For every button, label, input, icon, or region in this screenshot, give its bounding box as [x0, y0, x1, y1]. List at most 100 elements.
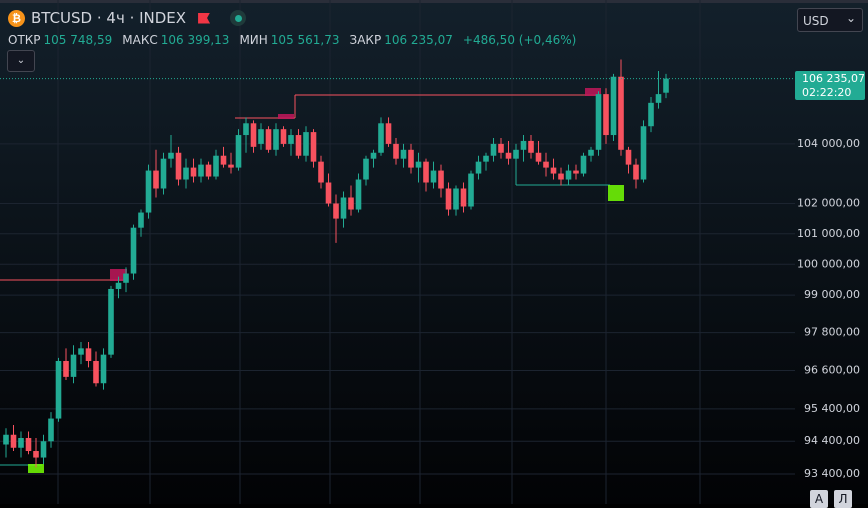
candle-body — [595, 94, 602, 150]
ohlc-label: ОТКР — [8, 33, 41, 47]
candle-body — [558, 173, 564, 180]
candle-body — [468, 173, 474, 207]
candle-body — [408, 149, 414, 168]
log-scale-button[interactable]: Л — [834, 490, 852, 508]
candle-body — [123, 273, 129, 283]
candle-body — [550, 167, 557, 174]
candle-body — [483, 155, 489, 162]
candle-body — [618, 76, 624, 150]
candle-body — [70, 354, 77, 377]
y-tick-label: 101 000,00 — [797, 227, 860, 240]
y-tick-label: 104 000,00 — [797, 137, 860, 150]
candle-body — [430, 170, 437, 183]
level-markers — [0, 88, 624, 473]
candle-body — [213, 155, 219, 177]
top-border — [0, 0, 868, 3]
candle-body — [25, 437, 32, 452]
candle-body — [355, 179, 362, 210]
candle-body — [505, 152, 512, 159]
ohlc-value: 106 235,07 — [384, 33, 453, 47]
candle-body — [543, 161, 549, 168]
candle-body — [655, 94, 662, 103]
ohlc-label: МИН — [239, 33, 268, 47]
candle-body — [258, 129, 264, 144]
ohlc-legend: ОТКР 105 748,59 МАКС 106 399,13 МИН 105 561,7… — [8, 33, 583, 47]
candles — [3, 59, 669, 468]
candle-body — [138, 212, 144, 228]
candle-body — [183, 167, 189, 180]
vertical-grid — [57, 0, 701, 504]
candle-body — [295, 135, 302, 156]
candle-body — [18, 437, 24, 448]
candle-body — [228, 164, 234, 168]
candle-body — [535, 152, 542, 162]
candle-body — [168, 152, 174, 159]
y-tick-label: 100 000,00 — [797, 257, 860, 270]
candle-body — [400, 149, 407, 159]
candle-body — [288, 135, 294, 144]
ohlc-value: 106 399,13 — [160, 33, 230, 47]
candle-body — [55, 360, 62, 419]
candle-body — [235, 135, 242, 168]
candle-body — [445, 188, 452, 210]
y-tick-label: 97 800,00 — [804, 326, 860, 339]
candle-body — [490, 143, 497, 156]
candle-body — [438, 170, 444, 189]
candle-body — [280, 129, 287, 144]
candle-body — [160, 158, 167, 189]
auto-scale-button[interactable]: A — [810, 490, 828, 508]
candle-body — [648, 102, 654, 127]
candle-body — [423, 161, 429, 183]
candle-body — [610, 76, 617, 136]
candle-body — [48, 418, 54, 442]
change: +486,50 (+0,46%) — [462, 33, 577, 47]
candle-body — [273, 129, 279, 150]
ohlc-value: 105 561,73 — [270, 33, 340, 47]
candle-body — [370, 152, 377, 159]
collapse-button[interactable]: ⌄ — [7, 50, 35, 72]
candle-body — [625, 149, 632, 165]
candle-body — [108, 288, 114, 355]
symbol-row: ₿ BTCUSD · 4ч · INDEX — [8, 9, 247, 27]
candle-body — [348, 197, 354, 210]
candle-body — [63, 360, 69, 377]
candle-body — [363, 158, 369, 180]
y-tick-label: 95 400,00 — [804, 402, 860, 415]
candle-body — [633, 164, 639, 180]
candle-body — [10, 434, 17, 448]
y-tick-label: 94 400,00 — [804, 434, 860, 447]
candle-body — [40, 441, 47, 458]
candle-body — [205, 164, 212, 177]
y-tick-label: 102 000,00 — [797, 197, 860, 210]
candle-body — [340, 197, 347, 219]
candle-body — [85, 348, 92, 361]
coin-icon: ₿ — [8, 9, 25, 27]
candle-body — [318, 161, 324, 183]
symbol[interactable]: BTCUSD · 4ч · INDEX — [31, 9, 187, 27]
flag[interactable] — [198, 12, 211, 24]
candle-body — [520, 140, 527, 150]
candle-body — [528, 140, 534, 153]
candle-body — [33, 451, 39, 458]
currency-select[interactable]: USD — [797, 6, 863, 32]
live-indicator — [230, 10, 247, 26]
candle-body — [475, 161, 482, 174]
candle-body — [115, 282, 122, 289]
candle-body — [603, 94, 609, 136]
candle-body — [588, 149, 594, 156]
candle-body — [325, 182, 332, 204]
ohlc-label: ЗАКР — [349, 33, 382, 47]
candle-body — [573, 170, 579, 174]
ohlc-label: МАКС — [122, 33, 158, 47]
candle-body — [385, 123, 392, 144]
candle-body — [460, 188, 467, 207]
candle-body — [250, 123, 257, 147]
candle-body — [190, 167, 197, 177]
last-price-tag: 106 235,07 02:22:20 — [795, 70, 865, 100]
candle-body — [3, 434, 9, 445]
candle-body — [378, 123, 384, 153]
candle-body — [663, 78, 669, 93]
y-tick-label: 99 000,00 — [804, 288, 860, 301]
y-tick-label: 93 400,00 — [804, 467, 860, 480]
